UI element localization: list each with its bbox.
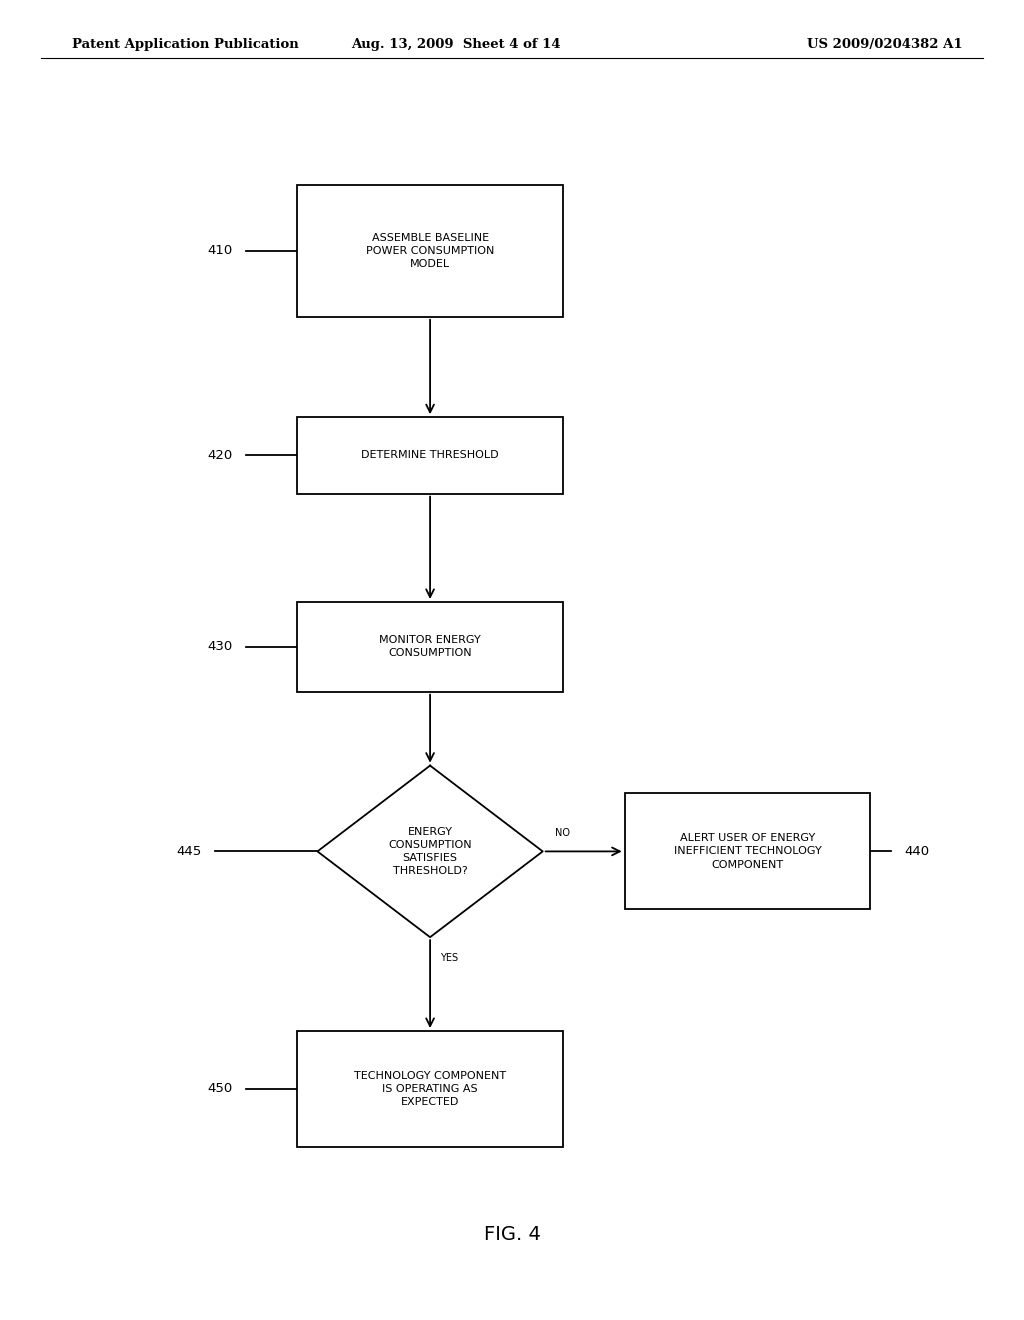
Text: Aug. 13, 2009  Sheet 4 of 14: Aug. 13, 2009 Sheet 4 of 14	[351, 38, 560, 51]
FancyBboxPatch shape	[297, 417, 563, 494]
Text: 410: 410	[208, 244, 232, 257]
Polygon shape	[317, 766, 543, 937]
Text: FIG. 4: FIG. 4	[483, 1225, 541, 1243]
Text: NO: NO	[555, 828, 570, 838]
Text: ASSEMBLE BASELINE
POWER CONSUMPTION
MODEL: ASSEMBLE BASELINE POWER CONSUMPTION MODE…	[366, 232, 495, 269]
FancyBboxPatch shape	[297, 185, 563, 317]
Text: YES: YES	[440, 953, 459, 964]
Text: TECHNOLOGY COMPONENT
IS OPERATING AS
EXPECTED: TECHNOLOGY COMPONENT IS OPERATING AS EXP…	[354, 1071, 506, 1107]
Text: 440: 440	[904, 845, 929, 858]
Text: 430: 430	[208, 640, 232, 653]
FancyBboxPatch shape	[625, 793, 870, 909]
FancyBboxPatch shape	[297, 1031, 563, 1147]
FancyBboxPatch shape	[297, 602, 563, 692]
Text: US 2009/0204382 A1: US 2009/0204382 A1	[807, 38, 963, 51]
Text: MONITOR ENERGY
CONSUMPTION: MONITOR ENERGY CONSUMPTION	[379, 635, 481, 659]
Text: Patent Application Publication: Patent Application Publication	[72, 38, 298, 51]
Text: 450: 450	[208, 1082, 232, 1096]
Text: DETERMINE THRESHOLD: DETERMINE THRESHOLD	[361, 450, 499, 461]
Text: 445: 445	[177, 845, 202, 858]
Text: ENERGY
CONSUMPTION
SATISFIES
THRESHOLD?: ENERGY CONSUMPTION SATISFIES THRESHOLD?	[388, 826, 472, 876]
Text: 420: 420	[208, 449, 232, 462]
Text: ALERT USER OF ENERGY
INEFFICIENT TECHNOLOGY
COMPONENT: ALERT USER OF ENERGY INEFFICIENT TECHNOL…	[674, 833, 821, 870]
